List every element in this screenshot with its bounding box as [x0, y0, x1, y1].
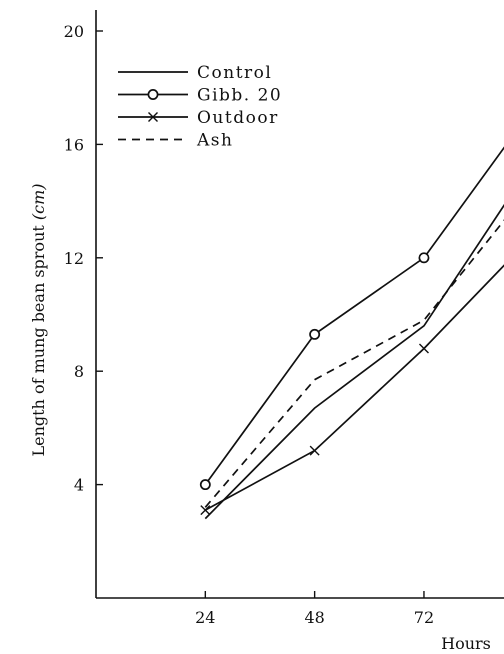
legend-item-outdoor: Outdoor	[118, 108, 279, 128]
x-tick-label: 24	[195, 608, 215, 627]
ticks: 4812162024487296	[64, 22, 434, 627]
y-tick-label: 4	[74, 476, 84, 495]
series-line-ash	[204, 219, 504, 508]
y-axis-label-text: Length of mung bean sprout	[29, 220, 48, 456]
y-axis-label: Length of mung bean sprout (cm)	[29, 183, 48, 456]
series-control	[204, 203, 504, 520]
series-line-control	[204, 203, 504, 520]
series-gibb-20	[199, 146, 504, 491]
series-layer	[199, 146, 504, 520]
legend-item-control: Control	[118, 63, 272, 83]
data-point-outdoor	[309, 445, 320, 456]
legend-label: Gibb. 20	[197, 86, 282, 106]
legend-label: Control	[197, 63, 272, 83]
data-point-outdoor	[418, 343, 429, 354]
legend-marker	[147, 89, 159, 100]
y-tick-label: 16	[64, 135, 84, 154]
data-point-gibb-20	[418, 252, 430, 264]
legend-label: Ash	[196, 131, 233, 151]
data-point-gibb-20	[199, 479, 211, 491]
series-ash	[204, 219, 504, 508]
x-tick-label: 72	[414, 608, 434, 627]
y-axis-label-unit: (cm)	[29, 183, 48, 220]
legend-label: Outdoor	[197, 108, 279, 128]
series-line-gibb-20	[204, 146, 504, 486]
y-tick-label: 12	[64, 249, 84, 268]
x-axis-label: Hours	[441, 634, 491, 653]
series-outdoor	[200, 264, 504, 516]
data-point-outdoor	[200, 505, 211, 516]
legend-marker	[148, 112, 158, 122]
legend-item-gibb-20: Gibb. 20	[118, 86, 282, 106]
series-line-outdoor	[204, 264, 504, 511]
legend-item-ash: Ash	[118, 131, 233, 151]
y-tick-label: 20	[64, 22, 84, 41]
axes	[95, 10, 504, 599]
x-tick-label: 48	[304, 608, 324, 627]
data-point-gibb-20	[309, 328, 321, 340]
y-tick-label: 8	[74, 362, 84, 381]
